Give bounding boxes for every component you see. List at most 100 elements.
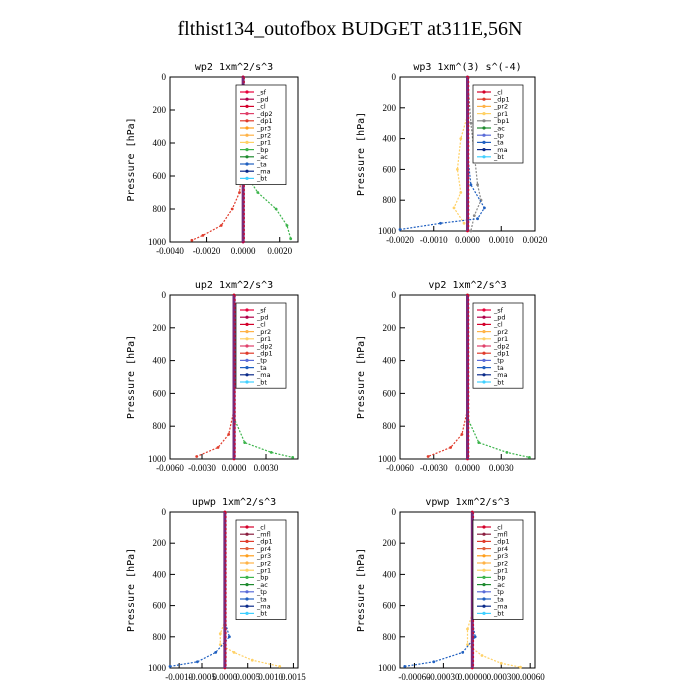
y-tick-label: 1000 [378, 663, 397, 673]
x-tick-label: 0.0005 [235, 672, 260, 682]
legend-label: _dp1 [493, 538, 510, 546]
legend-label: _bp [493, 574, 506, 582]
legend-marker [482, 351, 486, 355]
legend-marker [482, 322, 486, 326]
x-tick-label: -0.0060 [386, 463, 414, 473]
y-tick-label: 800 [153, 204, 167, 214]
x-tick-label: 0.0015 [281, 672, 306, 682]
data-point [285, 224, 289, 227]
data-point [201, 234, 205, 237]
y-tick-label: 1000 [378, 454, 397, 464]
legend-label: _pr1 [256, 567, 271, 575]
subplot-title: wp3 1xm^(3) s^(-4) [413, 62, 521, 73]
y-tick-label: 1000 [378, 226, 397, 236]
legend-marker [245, 330, 249, 334]
data-point [227, 433, 231, 436]
y-tick-label: 400 [383, 356, 397, 366]
legend-marker [245, 133, 249, 137]
legend-marker [482, 112, 486, 116]
subplot-title: wp2 1xm^2/s^3 [195, 62, 273, 73]
data-point [449, 446, 452, 449]
data-point [238, 191, 241, 194]
y-tick-label: 0 [392, 72, 397, 82]
x-tick-label: 0.0000 [212, 672, 237, 682]
legend-marker [482, 104, 486, 108]
y-tick-label: 200 [383, 538, 397, 548]
legend-label: _ac [256, 153, 268, 161]
legend-label: _ta [493, 595, 504, 603]
legend-label: _pd [256, 314, 269, 322]
y-tick-label: 800 [153, 632, 167, 642]
legend-marker [245, 539, 249, 544]
y-tick-label: 400 [153, 569, 167, 579]
legend-marker [245, 308, 249, 312]
legend-marker [245, 112, 249, 116]
legend-marker [245, 547, 249, 551]
legend-marker [482, 366, 486, 370]
data-point [195, 455, 199, 458]
legend-marker [245, 611, 249, 616]
y-axis-label: Pressure [hPa] [356, 548, 367, 632]
x-tick-label: -0.0010 [165, 672, 193, 682]
data-point [469, 121, 473, 125]
x-tick-label: -0.0040 [156, 246, 184, 256]
x-tick-label: 0.0010 [489, 235, 514, 245]
legend-label: _bt [493, 610, 504, 618]
legend-marker [482, 554, 486, 558]
data-point [477, 441, 481, 444]
legend-marker [482, 597, 486, 601]
legend-marker [482, 315, 486, 319]
legend-label: _pr2 [493, 328, 508, 336]
subplot-4: vp2 1xm^2/s^3 Pressure [hPa] 0 200 400 600 800… [356, 280, 536, 473]
y-tick-label: 0 [162, 72, 167, 82]
y-tick-label: 600 [383, 601, 397, 611]
legend-label: _tp [493, 357, 504, 365]
legend-marker [245, 373, 249, 377]
legend-label: _ta [493, 364, 504, 372]
legend-label: _sf [256, 88, 267, 96]
x-tick-label: 0.0000 [231, 246, 256, 256]
subplot-1: wp2 1xm^2/s^3 Pressure [hPa] 0 200 400 600 800… [126, 62, 299, 256]
legend-marker [482, 358, 486, 362]
legend-marker [482, 539, 486, 544]
y-tick-label: 200 [153, 105, 167, 115]
legend-label: _ta [493, 139, 504, 147]
legend-label: _ma [256, 168, 271, 176]
legend-marker [482, 583, 486, 587]
y-tick-label: 800 [383, 632, 397, 642]
legend-marker [245, 148, 249, 152]
legend-marker [482, 525, 486, 529]
y-tick-label: 600 [153, 171, 167, 181]
legend-label: _bt [256, 610, 267, 618]
data-point [398, 228, 402, 231]
legend-marker [482, 590, 486, 594]
legend-marker [245, 597, 249, 601]
x-tick-label: -0.0010 [420, 235, 448, 245]
legend-marker [245, 554, 249, 558]
y-tick-label: 200 [153, 323, 167, 333]
legend-marker [482, 90, 486, 94]
data-point [196, 660, 199, 664]
legend-label: _pd [256, 96, 269, 104]
legend-marker [482, 126, 486, 130]
y-tick-label: 0 [392, 507, 397, 517]
legend-label: _ma [493, 603, 508, 611]
data-point [469, 183, 473, 187]
x-tick-label: 0.00000 [458, 672, 488, 682]
x-tick-label: -0.00060 [398, 672, 431, 682]
y-tick-label: 400 [153, 356, 167, 366]
legend-label: _bt [256, 378, 267, 386]
x-tick-label: 0.00030 [487, 672, 517, 682]
y-tick-label: 1000 [148, 237, 167, 247]
legend-label: _mfl [256, 531, 271, 539]
data-point [426, 455, 430, 458]
x-tick-label: 0.0000 [222, 463, 247, 473]
x-tick-label: 0.0030 [254, 463, 279, 473]
y-tick-label: 600 [153, 388, 167, 398]
legend-marker [245, 169, 249, 173]
y-tick-label: 400 [383, 569, 397, 579]
data-point [439, 221, 442, 225]
y-tick-label: 400 [153, 138, 167, 148]
y-tick-label: 800 [383, 421, 397, 431]
subplot-5: upwp 1xm^2/s^3 Pressure [hPa] 0 200 400 600 80… [126, 497, 306, 682]
